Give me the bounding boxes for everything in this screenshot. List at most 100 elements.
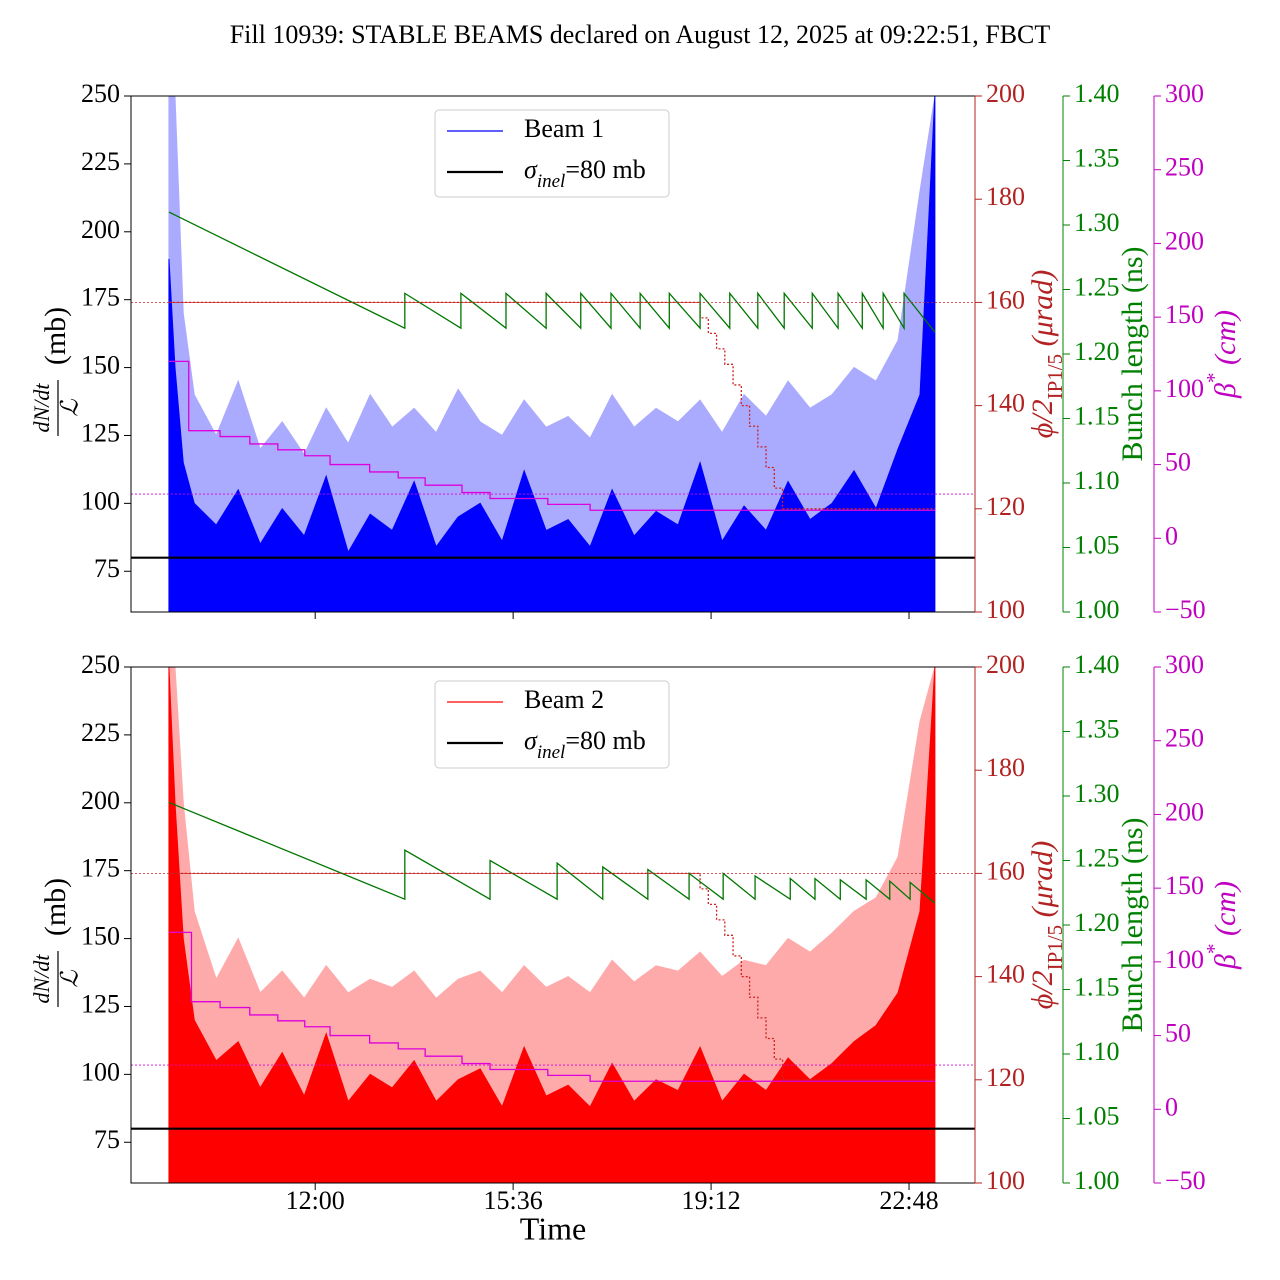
y-label-numerator: dN/dt (29, 383, 54, 433)
y2-tick-label: 200 (986, 79, 1025, 108)
y2-tick-label: 100 (986, 595, 1025, 624)
series-area (168, 96, 936, 612)
y-tick-label: 250 (81, 79, 120, 108)
y3-tick-label: 1.10 (1074, 1037, 1120, 1066)
legend-label: σinel=80 mb (524, 726, 646, 763)
legend-label: σinel=80 mb (524, 155, 646, 192)
y-tick-label: 100 (81, 486, 120, 515)
y3-tick-label: 1.20 (1074, 908, 1120, 937)
y4-tick-label: 0 (1165, 521, 1178, 550)
y4-tick-label: 50 (1165, 448, 1191, 477)
plot-area (131, 96, 975, 612)
legend-label: Beam 2 (524, 685, 604, 714)
axis-label: Bunch length (ns) (1116, 247, 1149, 462)
plot-area (131, 667, 975, 1183)
label-part: (cm) (1209, 881, 1242, 943)
y-tick-label: 175 (81, 283, 120, 312)
y2-tick-label: 100 (986, 1166, 1025, 1195)
y-tick-label: 75 (94, 1125, 120, 1154)
y-axis-label: dN/dt ℒ (mb) (29, 307, 84, 436)
x-tick-label: 12:00 (286, 1186, 345, 1215)
y-tick-label: 250 (81, 650, 120, 679)
chart-title: Fill 10939: STABLE BEAMS declared on Aug… (230, 20, 1051, 49)
series-line (168, 931, 935, 1082)
y2-tick-label: 140 (986, 960, 1025, 989)
y-tick-label: 200 (81, 786, 120, 815)
y3-tick-label: 1.30 (1074, 208, 1120, 237)
y3-tick-label: 1.40 (1074, 650, 1120, 679)
y-tick-label: 125 (81, 418, 120, 447)
label-part: (μrad) (1026, 270, 1059, 354)
series-line (168, 872, 935, 1081)
y2-tick-label: 180 (986, 753, 1025, 782)
y4-tick-label: 200 (1165, 797, 1204, 826)
y-label-denominator: ℒ (58, 970, 84, 988)
axis-label: β* (cm) (1202, 310, 1242, 399)
y4-tick-label: 300 (1165, 79, 1204, 108)
y-label-unit: (mb) (39, 878, 72, 936)
series-line (168, 360, 935, 511)
y-tick-label: 225 (81, 147, 120, 176)
y2-tick-label: 120 (986, 492, 1025, 521)
y4-tick-label: 300 (1165, 650, 1204, 679)
series-line (168, 211, 936, 333)
y-axis-label: dN/dt ℒ (mb) (29, 878, 84, 1007)
y4-label: β* (cm) (1202, 881, 1242, 970)
y2-tick-label: 160 (986, 856, 1025, 885)
label-part: =80 mb (565, 726, 645, 755)
y-tick-label: 75 (94, 554, 120, 583)
y2-label: ϕ/2IP1/5 (μrad) (1026, 841, 1067, 1010)
y3-tick-label: 1.35 (1074, 143, 1120, 172)
y4-tick-label: 150 (1165, 300, 1204, 329)
label-part: * (1202, 373, 1226, 384)
x-tick-label: 15:36 (484, 1186, 543, 1215)
y3-tick-label: 1.10 (1074, 466, 1120, 495)
y2-tick-label: 140 (986, 389, 1025, 418)
label-part: σ (524, 155, 538, 184)
y3-tick-label: 1.40 (1074, 79, 1120, 108)
legend-box (434, 680, 670, 769)
x-tick-label: 19:12 (681, 1186, 740, 1215)
y2-tick-label: 160 (986, 285, 1025, 314)
series-line (168, 301, 935, 510)
y4-label: β* (cm) (1202, 310, 1242, 399)
y-tick-label: 150 (81, 922, 120, 951)
y4-tick-label: 250 (1165, 153, 1204, 182)
y3-tick-label: 1.05 (1074, 530, 1120, 559)
y4-tick-label: 50 (1165, 1019, 1191, 1048)
label-part: (cm) (1209, 310, 1242, 372)
legend-label: Beam 1 (524, 114, 604, 143)
y-tick-label: 150 (81, 351, 120, 380)
label-part: ϕ/2 (1026, 970, 1059, 1009)
y2-tick-label: 180 (986, 182, 1025, 211)
y4-tick-label: −50 (1165, 1166, 1206, 1195)
y-label-unit: (mb) (39, 307, 72, 365)
y4-tick-label: 0 (1165, 1092, 1178, 1121)
y2-tick-label: 120 (986, 1063, 1025, 1092)
y3-label: Bunch length (ns) (1116, 247, 1149, 462)
y-label-denominator: ℒ (58, 399, 84, 417)
y3-tick-label: 1.25 (1074, 272, 1120, 301)
series-area (168, 96, 936, 612)
y4-tick-label: 250 (1165, 724, 1204, 753)
axis-label: ϕ/2IP1/5 (μrad) (1026, 841, 1067, 1010)
y-label-numerator: dN/dt (29, 954, 54, 1004)
y3-tick-label: 1.15 (1074, 972, 1120, 1001)
label-part: * (1202, 944, 1226, 955)
y-tick-label: 175 (81, 854, 120, 883)
y-tick-label: 200 (81, 215, 120, 244)
axis-label: Bunch length (ns) (1116, 818, 1149, 1033)
y4-tick-label: 100 (1165, 945, 1204, 974)
label-part: Bunch length (ns) (1116, 247, 1149, 462)
legend: Beam 2 σinel=80 mb (434, 680, 670, 769)
label-part: Bunch length (ns) (1116, 818, 1149, 1033)
label-part: σ (524, 726, 538, 755)
legend: Beam 1 σinel=80 mb (434, 109, 670, 198)
axis-label: β* (cm) (1202, 881, 1242, 970)
y3-tick-label: 1.00 (1074, 1166, 1120, 1195)
y-tick-label: 125 (81, 989, 120, 1018)
label-part: (μrad) (1026, 841, 1059, 925)
x-tick-label: 22:48 (879, 1186, 938, 1215)
